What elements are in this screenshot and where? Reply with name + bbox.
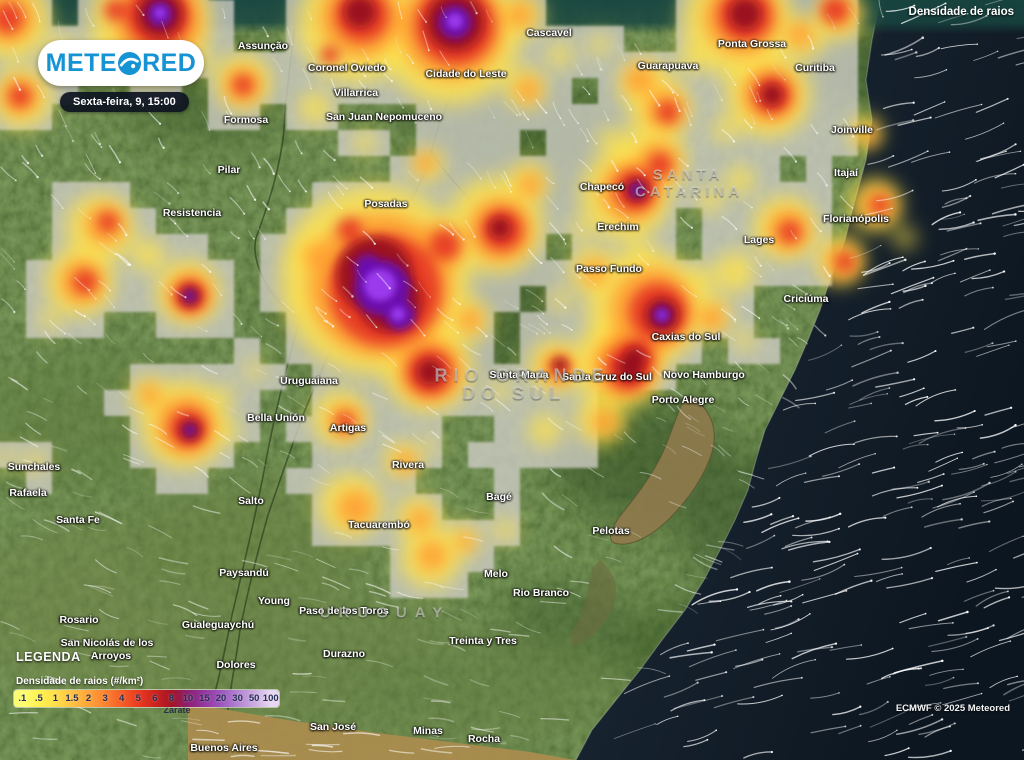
city-label: Treinta y Tres bbox=[449, 635, 517, 647]
city-label: Cascavel bbox=[526, 27, 572, 39]
city-label: Formosa bbox=[223, 114, 269, 126]
globe-icon bbox=[118, 51, 142, 75]
city-label: Villarrica bbox=[333, 87, 379, 99]
city-label: Bagé bbox=[486, 491, 512, 503]
rio-de-la-plata bbox=[188, 703, 575, 760]
heatmap-core-layer bbox=[154, 7, 666, 321]
region-label: CATARINA bbox=[634, 183, 744, 201]
city-label-dark: Zárate bbox=[163, 705, 191, 715]
city-label: Santa Cruz do Sul bbox=[562, 371, 652, 383]
city-label: Arroyos bbox=[90, 650, 132, 662]
legend-tick: 15 bbox=[199, 693, 210, 704]
legend-tick: 2 bbox=[85, 693, 92, 704]
city-label: Posadas bbox=[364, 198, 408, 210]
city-label: Santa Maria bbox=[489, 369, 549, 381]
lagoa-dos-patos bbox=[610, 396, 715, 545]
datetime-badge: Sexta-feira, 9, 15:00 bbox=[60, 92, 189, 112]
city-label: San Juan Nepomuceno bbox=[325, 111, 443, 123]
city-label: Rafaela bbox=[9, 487, 47, 499]
city-label: Paysandú bbox=[219, 567, 269, 579]
city-label: Gualeguaychú bbox=[181, 619, 255, 631]
lagoa-mirim bbox=[570, 560, 616, 646]
city-label: Sunchales bbox=[7, 461, 61, 473]
city-label: Salto bbox=[238, 495, 264, 507]
legend-tick: 1 bbox=[52, 693, 59, 704]
city-label: Santa Fe bbox=[56, 514, 100, 526]
city-label: Young bbox=[258, 595, 290, 607]
region-label: RIO GRANDE bbox=[434, 365, 610, 386]
city-label: Assunção bbox=[237, 40, 289, 52]
city-label: Itajaí bbox=[834, 167, 858, 179]
city-label: Passo Fundo bbox=[576, 263, 642, 275]
city-label: Lages bbox=[743, 234, 775, 246]
legend-tick: 1.5 bbox=[65, 693, 79, 704]
city-label: Pilar bbox=[217, 164, 241, 176]
legend-tick: 3 bbox=[102, 693, 108, 704]
city-label: Erechim bbox=[597, 221, 639, 233]
city-label: Curitiba bbox=[795, 62, 835, 74]
legend-tick: 100 bbox=[262, 693, 279, 704]
region-label: URUGUAY bbox=[319, 604, 451, 622]
legend-tick: .1 bbox=[18, 693, 27, 704]
city-label: Joinville bbox=[830, 124, 874, 136]
coastline bbox=[575, 0, 881, 760]
city-label: Novo Hamburgo bbox=[663, 369, 745, 381]
legend-tick: 20 bbox=[215, 693, 227, 704]
city-label: Rosario bbox=[59, 614, 99, 626]
legend-tick: 6 bbox=[152, 693, 158, 704]
legend-color-bar: .1 .5 1 1.5 2 3 4 5 6 8 10 15 20 30 50 100 bbox=[13, 689, 280, 708]
city-label: Cidade do Leste bbox=[425, 68, 507, 80]
city-label: Melo bbox=[484, 568, 508, 580]
city-label: Coronel Oviedo bbox=[307, 62, 387, 74]
attribution: ECMWF © 2025 Meteored bbox=[895, 703, 1010, 714]
ocean bbox=[575, 0, 1024, 760]
city-label: Florianópolis bbox=[823, 213, 889, 225]
map-title: Densidade de raios bbox=[908, 6, 1014, 18]
region-label: SANTA bbox=[652, 166, 724, 184]
city-label: Guarapuava bbox=[637, 60, 699, 72]
legend-tick: 10 bbox=[182, 693, 194, 704]
city-label: Pelotas bbox=[592, 525, 630, 537]
city-label: Uruguaiana bbox=[280, 375, 338, 387]
city-label: Durazno bbox=[323, 648, 365, 660]
legend-tick: .5 bbox=[34, 693, 43, 704]
legend-tick: 8 bbox=[168, 693, 174, 704]
city-label: Rio Branco bbox=[512, 587, 570, 599]
logo-text-left: METE bbox=[45, 48, 118, 77]
city-label: Porto Alegre bbox=[651, 394, 715, 406]
legend-heading: LEGENDA bbox=[16, 650, 81, 664]
legend-tick: 30 bbox=[232, 693, 243, 704]
city-label: Tacuarembó bbox=[348, 519, 410, 531]
city-label: San Nicolás de los bbox=[60, 637, 154, 649]
city-label: Artigas bbox=[329, 422, 367, 434]
city-label: Minas bbox=[413, 725, 443, 737]
city-label: Bella Unión bbox=[247, 412, 305, 424]
region-label: DO SUL bbox=[461, 383, 567, 404]
city-label: Chapecó bbox=[579, 181, 625, 193]
legend-tick: 50 bbox=[248, 693, 260, 704]
city-label: Dolores bbox=[216, 659, 256, 671]
legend-tick: 5 bbox=[135, 693, 141, 704]
city-label: Ponta Grossa bbox=[717, 38, 787, 50]
city-label: Caxias do Sul bbox=[651, 331, 721, 343]
city-label: Resistencia bbox=[162, 207, 222, 219]
city-label: Criciúma bbox=[783, 293, 829, 305]
city-label: Rivera bbox=[391, 459, 425, 471]
meteored-logo[interactable]: METE RED bbox=[38, 40, 204, 86]
city-label: San José bbox=[309, 721, 357, 733]
legend-tick: 4 bbox=[119, 693, 125, 704]
city-label: Paso de los Toros bbox=[299, 605, 389, 617]
legend-title: Densidade de raios (#/km²) bbox=[16, 676, 144, 687]
city-label: Rocha bbox=[467, 733, 501, 745]
city-label: Buenos Aires bbox=[190, 742, 258, 754]
logo-text-right: RED bbox=[142, 48, 197, 77]
